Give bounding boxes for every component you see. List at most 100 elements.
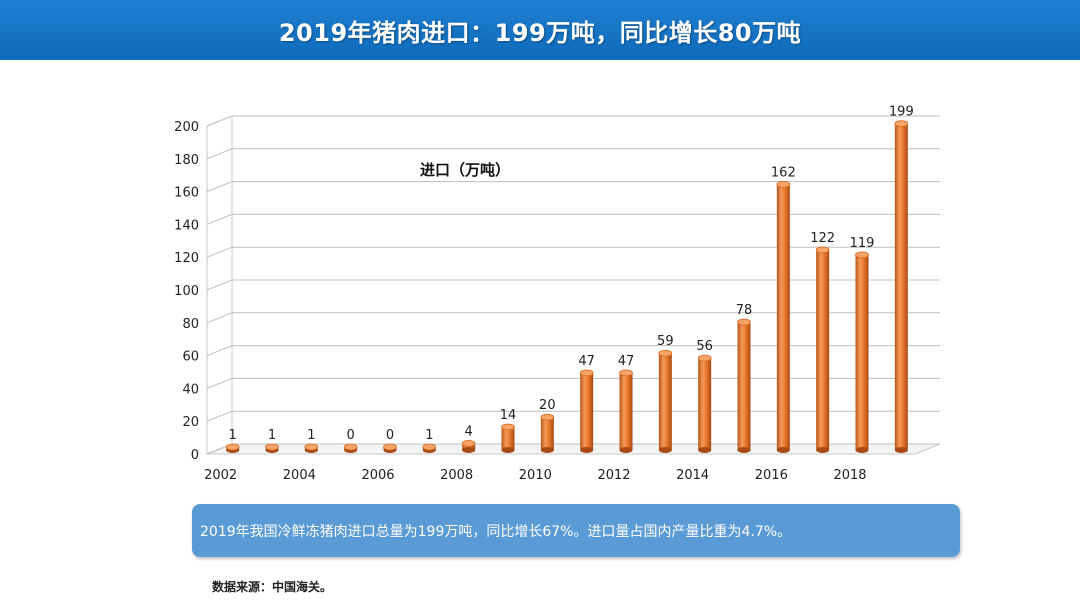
bar-top (815, 246, 830, 254)
bar (737, 318, 751, 453)
bar-body (619, 372, 633, 450)
data-label: 1 (229, 428, 237, 443)
chart-title: 进口（万吨） (420, 161, 510, 179)
bar-top (501, 423, 515, 431)
bar-top (697, 354, 712, 362)
bar-base (894, 447, 908, 453)
x-tick-label: 2002 (204, 468, 237, 483)
data-label: 20 (539, 398, 556, 413)
bar-top (383, 443, 397, 451)
bar-body (540, 417, 554, 450)
bar-body (658, 353, 672, 450)
data-label: 0 (386, 428, 394, 443)
bar (776, 180, 791, 453)
data-label: 1 (307, 428, 315, 443)
y-tick-label: 160 (174, 186, 199, 201)
bar (422, 443, 437, 453)
data-label: 122 (810, 231, 835, 246)
bar (501, 423, 515, 453)
bar-top (619, 369, 633, 377)
x-tick-label: 2014 (676, 468, 709, 483)
data-label: 0 (347, 428, 355, 443)
bar-top (776, 180, 791, 188)
bar-body (501, 427, 515, 450)
x-tick-label: 2010 (519, 468, 552, 483)
x-tick-label: 2008 (440, 468, 473, 483)
data-label: 119 (850, 236, 875, 251)
bar-body (776, 184, 790, 450)
bar-top (422, 443, 437, 451)
slide-title: 2019年猪肉进口：199万吨，同比增长80万吨 (278, 18, 802, 47)
y-tick-label: 0 (191, 448, 199, 463)
bar-base (580, 447, 594, 453)
bar-base (816, 447, 830, 453)
bar (855, 251, 869, 453)
bar-top (894, 120, 909, 128)
y-tick-label: 80 (182, 317, 199, 332)
data-label: 1 (268, 428, 276, 443)
data-label: 4 (465, 424, 473, 439)
data-label: 47 (618, 354, 635, 369)
y-tick-label: 120 (174, 251, 199, 266)
bar-base (501, 447, 515, 453)
bar-top (579, 369, 594, 377)
bar-body (894, 123, 908, 450)
x-tick-label: 2006 (361, 468, 394, 483)
bar-top (737, 318, 751, 326)
data-label: 78 (736, 303, 753, 318)
y-tick-label: 100 (174, 284, 199, 299)
bar-base (776, 447, 790, 453)
gridline (206, 377, 940, 389)
bar (383, 443, 397, 453)
data-label: 47 (578, 354, 595, 369)
bar-top (225, 443, 240, 451)
gridline (206, 279, 940, 291)
x-tick-label: 2018 (833, 468, 866, 483)
data-label: 14 (500, 408, 517, 423)
data-label: 59 (657, 334, 674, 349)
gridline (206, 181, 940, 193)
bar (343, 443, 358, 453)
gridline (206, 312, 940, 324)
y-tick-label: 200 (174, 120, 199, 135)
bar-top (461, 440, 476, 447)
bar-body (855, 254, 869, 450)
bar-top (658, 349, 673, 357)
gridline (206, 213, 940, 225)
bar (265, 443, 279, 453)
bar-base (658, 447, 672, 453)
gridline (206, 410, 940, 422)
bar-top (343, 443, 358, 451)
data-label: 56 (696, 339, 713, 354)
bar (225, 443, 240, 453)
bar-top (304, 443, 319, 451)
x-tick-label: 2004 (283, 468, 316, 483)
data-label: 199 (889, 105, 914, 120)
bar (540, 413, 555, 453)
summary-box: 2019年我国冷鲜冻猪肉进口总量为199万吨，同比增长67%。进口量占国内产量比… (192, 504, 960, 557)
data-label: 1 (425, 428, 433, 443)
summary-text: 2019年我国冷鲜冻猪肉进口总量为199万吨，同比增长67%。进口量占国内产量比… (200, 523, 792, 540)
y-tick-label: 60 (182, 350, 199, 365)
y-tick-label: 140 (174, 218, 199, 233)
y-tick-label: 180 (174, 153, 199, 168)
header-banner: 2019年猪肉进口：199万吨，同比增长80万吨 (0, 0, 1080, 60)
bar-top (540, 413, 555, 421)
bar-base (540, 447, 554, 453)
gridline (206, 115, 940, 127)
bar (658, 349, 673, 453)
x-tick-label: 2012 (597, 468, 630, 483)
bar-base (737, 447, 751, 453)
x-tick-label: 2016 (755, 468, 788, 483)
bar (619, 369, 633, 453)
data-label: 162 (771, 165, 796, 180)
bar (304, 443, 319, 453)
bar-top (855, 251, 869, 259)
y-tick-label: 40 (182, 382, 199, 397)
bar (697, 354, 712, 453)
bar-base (698, 447, 712, 453)
gridline (206, 148, 940, 160)
bar-base (619, 447, 633, 453)
source-note: 数据来源：中国海关。 (212, 580, 333, 594)
